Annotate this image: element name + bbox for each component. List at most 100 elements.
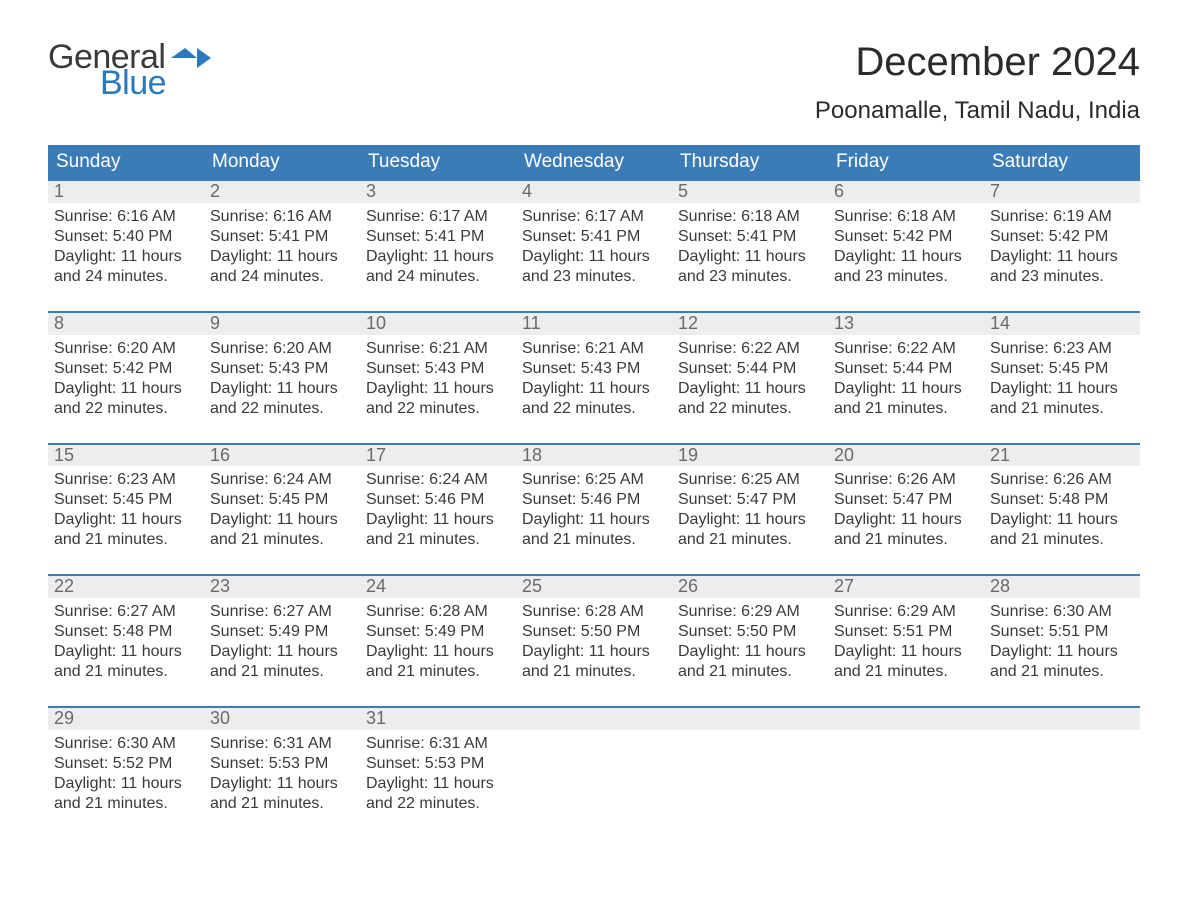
sunset-text: Sunset: 5:41 PM <box>366 227 510 247</box>
daylight-text-line1: Daylight: 11 hours <box>990 247 1134 267</box>
day-cell: Sunrise: 6:25 AMSunset: 5:47 PMDaylight:… <box>672 466 828 558</box>
sunrise-text: Sunrise: 6:29 AM <box>678 602 822 622</box>
daylight-text-line1: Daylight: 11 hours <box>834 247 978 267</box>
daylight-text-line2: and 21 minutes. <box>990 399 1134 419</box>
day-number: 6 <box>828 181 984 203</box>
calendar-week: 1234567Sunrise: 6:16 AMSunset: 5:40 PMDa… <box>48 179 1140 295</box>
sunset-text: Sunset: 5:46 PM <box>522 490 666 510</box>
dayname-wednesday: Wednesday <box>516 145 672 179</box>
sunset-text: Sunset: 5:52 PM <box>54 754 198 774</box>
sunrise-text: Sunrise: 6:27 AM <box>54 602 198 622</box>
sunrise-text: Sunrise: 6:16 AM <box>54 207 198 227</box>
sunset-text: Sunset: 5:43 PM <box>366 359 510 379</box>
sunrise-text: Sunrise: 6:28 AM <box>522 602 666 622</box>
daylight-text-line2: and 21 minutes. <box>54 794 198 814</box>
day-cell: Sunrise: 6:29 AMSunset: 5:51 PMDaylight:… <box>828 598 984 690</box>
date-row: 1234567 <box>48 181 1140 203</box>
sunrise-text: Sunrise: 6:21 AM <box>522 339 666 359</box>
day-cell: Sunrise: 6:16 AMSunset: 5:41 PMDaylight:… <box>204 203 360 295</box>
day-cell: Sunrise: 6:31 AMSunset: 5:53 PMDaylight:… <box>204 730 360 822</box>
daylight-text-line1: Daylight: 11 hours <box>522 247 666 267</box>
sunrise-text: Sunrise: 6:30 AM <box>54 734 198 754</box>
daylight-text-line1: Daylight: 11 hours <box>678 510 822 530</box>
day-cell: Sunrise: 6:18 AMSunset: 5:42 PMDaylight:… <box>828 203 984 295</box>
sunset-text: Sunset: 5:45 PM <box>990 359 1134 379</box>
sunset-text: Sunset: 5:47 PM <box>678 490 822 510</box>
daylight-text-line2: and 23 minutes. <box>678 267 822 287</box>
day-number: 17 <box>360 445 516 467</box>
daylight-text-line2: and 21 minutes. <box>210 662 354 682</box>
daylight-text-line1: Daylight: 11 hours <box>366 642 510 662</box>
sunrise-text: Sunrise: 6:31 AM <box>210 734 354 754</box>
day-cell: Sunrise: 6:17 AMSunset: 5:41 PMDaylight:… <box>360 203 516 295</box>
calendar-week: 293031Sunrise: 6:30 AMSunset: 5:52 PMDay… <box>48 706 1140 822</box>
sunrise-text: Sunrise: 6:23 AM <box>990 339 1134 359</box>
day-cell: Sunrise: 6:24 AMSunset: 5:46 PMDaylight:… <box>360 466 516 558</box>
sunset-text: Sunset: 5:42 PM <box>834 227 978 247</box>
month-title: December 2024 <box>815 40 1140 85</box>
date-row: 15161718192021 <box>48 445 1140 467</box>
day-cell: Sunrise: 6:20 AMSunset: 5:42 PMDaylight:… <box>48 335 204 427</box>
daylight-text-line2: and 22 minutes. <box>678 399 822 419</box>
daylight-text-line1: Daylight: 11 hours <box>834 510 978 530</box>
sunrise-text: Sunrise: 6:26 AM <box>834 470 978 490</box>
day-number: 19 <box>672 445 828 467</box>
daylight-text-line2: and 23 minutes. <box>834 267 978 287</box>
daylight-text-line2: and 21 minutes. <box>366 662 510 682</box>
sunrise-text: Sunrise: 6:25 AM <box>522 470 666 490</box>
day-number: 23 <box>204 576 360 598</box>
daylight-text-line1: Daylight: 11 hours <box>210 642 354 662</box>
day-cell: Sunrise: 6:22 AMSunset: 5:44 PMDaylight:… <box>672 335 828 427</box>
daylight-text-line1: Daylight: 11 hours <box>366 774 510 794</box>
daylight-text-line1: Daylight: 11 hours <box>990 510 1134 530</box>
sunrise-text: Sunrise: 6:19 AM <box>990 207 1134 227</box>
daylight-text-line1: Daylight: 11 hours <box>990 379 1134 399</box>
day-number: 25 <box>516 576 672 598</box>
location-text: Poonamalle, Tamil Nadu, India <box>815 97 1140 125</box>
sunrise-text: Sunrise: 6:29 AM <box>834 602 978 622</box>
calendar: Sunday Monday Tuesday Wednesday Thursday… <box>48 145 1140 822</box>
logo: General Blue <box>48 40 211 100</box>
daylight-text-line1: Daylight: 11 hours <box>54 510 198 530</box>
sunset-text: Sunset: 5:41 PM <box>522 227 666 247</box>
daylight-text-line2: and 21 minutes. <box>834 530 978 550</box>
day-cell: Sunrise: 6:27 AMSunset: 5:49 PMDaylight:… <box>204 598 360 690</box>
daylight-text-line2: and 23 minutes. <box>990 267 1134 287</box>
header-row: General Blue December 2024 Poonamalle, T… <box>48 40 1140 125</box>
daylight-text-line1: Daylight: 11 hours <box>834 642 978 662</box>
dayname-thursday: Thursday <box>672 145 828 179</box>
dayname-tuesday: Tuesday <box>360 145 516 179</box>
day-number <box>516 708 672 730</box>
sunrise-text: Sunrise: 6:22 AM <box>678 339 822 359</box>
day-cell: Sunrise: 6:28 AMSunset: 5:50 PMDaylight:… <box>516 598 672 690</box>
day-cell: Sunrise: 6:30 AMSunset: 5:51 PMDaylight:… <box>984 598 1140 690</box>
day-number: 7 <box>984 181 1140 203</box>
day-number <box>984 708 1140 730</box>
daylight-text-line2: and 21 minutes. <box>54 530 198 550</box>
day-number: 24 <box>360 576 516 598</box>
sunset-text: Sunset: 5:45 PM <box>54 490 198 510</box>
content-row: Sunrise: 6:27 AMSunset: 5:48 PMDaylight:… <box>48 598 1140 690</box>
day-cell <box>828 730 984 822</box>
day-cell: Sunrise: 6:21 AMSunset: 5:43 PMDaylight:… <box>360 335 516 427</box>
daylight-text-line1: Daylight: 11 hours <box>54 774 198 794</box>
dayname-monday: Monday <box>204 145 360 179</box>
day-cell: Sunrise: 6:20 AMSunset: 5:43 PMDaylight:… <box>204 335 360 427</box>
dayname-saturday: Saturday <box>984 145 1140 179</box>
daylight-text-line2: and 23 minutes. <box>522 267 666 287</box>
logo-word-blue: Blue <box>100 66 166 100</box>
sunrise-text: Sunrise: 6:18 AM <box>678 207 822 227</box>
daylight-text-line2: and 21 minutes. <box>834 662 978 682</box>
title-block: December 2024 Poonamalle, Tamil Nadu, In… <box>815 40 1140 125</box>
sunset-text: Sunset: 5:49 PM <box>366 622 510 642</box>
day-number: 16 <box>204 445 360 467</box>
page: General Blue December 2024 Poonamalle, T… <box>0 0 1188 852</box>
content-row: Sunrise: 6:30 AMSunset: 5:52 PMDaylight:… <box>48 730 1140 822</box>
sunrise-text: Sunrise: 6:23 AM <box>54 470 198 490</box>
daylight-text-line2: and 21 minutes. <box>678 662 822 682</box>
day-cell: Sunrise: 6:17 AMSunset: 5:41 PMDaylight:… <box>516 203 672 295</box>
dayname-friday: Friday <box>828 145 984 179</box>
day-number: 8 <box>48 313 204 335</box>
daylight-text-line1: Daylight: 11 hours <box>366 379 510 399</box>
day-number: 28 <box>984 576 1140 598</box>
